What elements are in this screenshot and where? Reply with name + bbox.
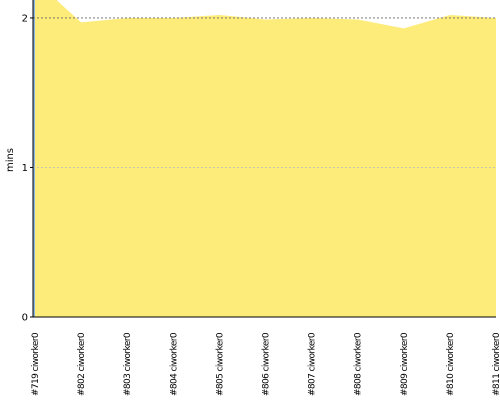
area (35, 0, 496, 317)
x-tick-label: #806 ciworker0 (262, 332, 272, 396)
x-tick-label: #808 ciworker0 (354, 332, 364, 396)
x-tick-label: #810 ciworker0 (446, 332, 456, 396)
x-tick-label: #804 ciworker0 (169, 332, 179, 396)
y-tick-label: 0 (22, 313, 28, 324)
x-tick-label: #807 ciworker0 (308, 332, 318, 396)
x-tick-label: #802 ciworker0 (77, 332, 87, 396)
y-tick-label: 2 (22, 13, 28, 24)
y-tick-label: 1 (22, 163, 28, 174)
x-tick-label: #805 ciworker0 (215, 332, 225, 396)
plot-area (33, 0, 496, 317)
x-tick-label: #809 ciworker0 (400, 332, 410, 396)
y-axis-label: mins (5, 148, 16, 172)
x-tick-label: #719 ciworker0 (31, 332, 41, 396)
x-tick-label: #803 ciworker0 (123, 332, 133, 396)
x-tick-label: #811 ciworker0 (492, 332, 500, 396)
